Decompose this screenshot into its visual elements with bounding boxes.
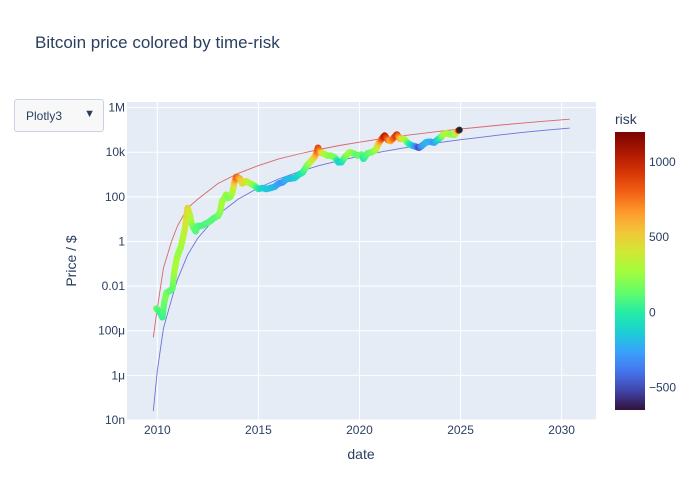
y-tick-label: 10n: [105, 413, 125, 427]
colorbar-tick-label: 0: [649, 305, 656, 319]
y-tick-label: 100: [105, 190, 125, 204]
y-tick-label: 1M: [108, 101, 125, 115]
y-tick-label: 0.01: [102, 279, 126, 293]
colorbar-tick-label: −500: [649, 380, 676, 394]
colorbar-tick-label: 500: [649, 230, 669, 244]
chart-title: Bitcoin price colored by time-risk: [35, 33, 280, 52]
colorbar: [615, 132, 645, 410]
x-tick-label: 2015: [245, 423, 272, 437]
y-tick-label: 1: [118, 234, 125, 248]
y-axis-title: Price / $: [63, 235, 79, 287]
colorscale-dropdown[interactable]: Plotly3 ▼: [14, 99, 104, 132]
colorbar-tick-label: 1000: [649, 155, 676, 169]
y-tick-label: 10k: [106, 145, 126, 159]
y-tick-label: 1μ: [111, 368, 125, 382]
lower-band-line: [152, 127, 570, 412]
x-tick-label: 2025: [447, 423, 474, 437]
y-tick-labels: 1M 10k 100 1 0.01 100μ 1μ 10n: [98, 101, 126, 427]
price-markers: [153, 126, 463, 321]
x-tick-labels: 2010 2015 2020 2025 2030: [144, 423, 575, 437]
colorbar-tick-labels: 1000 500 0 −500: [649, 155, 676, 394]
latest-price-marker: [456, 126, 463, 134]
plot-area: [127, 102, 596, 420]
x-tick-label: 2020: [346, 423, 373, 437]
dropdown-selected-value: Plotly3: [26, 109, 63, 123]
x-tick-label: 2030: [548, 423, 575, 437]
x-axis-title: date: [347, 446, 374, 462]
colorbar-title: risk: [615, 111, 638, 127]
y-tick-label: 100μ: [98, 324, 125, 338]
chevron-down-icon: ▼: [84, 108, 95, 120]
x-tick-label: 2010: [144, 423, 171, 437]
